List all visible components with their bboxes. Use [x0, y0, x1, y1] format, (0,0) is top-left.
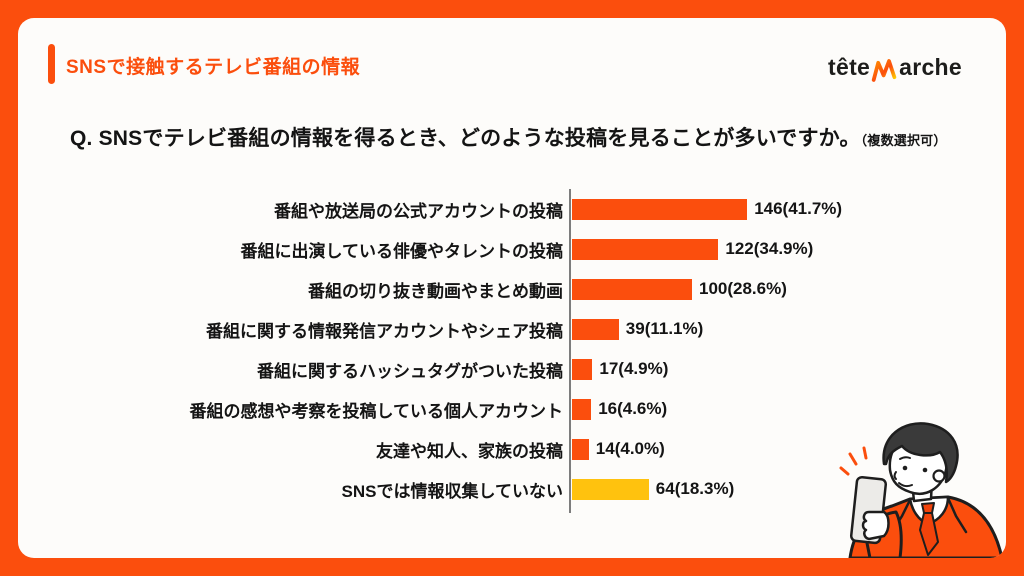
category-label: 番組の切り抜き動画やまとめ動画 [308, 281, 563, 301]
value-label: 17(4.9%) [599, 359, 669, 378]
logo-m-mark-icon [871, 58, 897, 82]
bar-area: 100(28.6%) [563, 278, 787, 300]
bar [572, 198, 748, 220]
page-title: SNSで接触するテレビ番組の情報 [66, 57, 361, 78]
content-card: SNSで接触するテレビ番組の情報 tête arche Q. SNSでテレビ番組… [18, 18, 1006, 558]
survey-question: Q. SNSでテレビ番組の情報を得るとき、どのような投稿を見ることが多いですか。… [70, 122, 947, 152]
bar-area: 64(18.3%) [563, 478, 735, 500]
chart-row: 番組に関する情報発信アカウントやシェア投稿 39(11.1%) [18, 309, 1006, 349]
bar [572, 478, 649, 500]
value-label: 39(11.1%) [625, 319, 704, 338]
value-label: 100(28.6%) [699, 279, 787, 298]
logo-text-after: arche [899, 54, 962, 80]
title-accent-bar [48, 44, 55, 84]
bar [572, 238, 719, 260]
bar [572, 358, 593, 380]
bar [572, 438, 589, 460]
chart-row: 番組の切り抜き動画やまとめ動画 100(28.6%) [18, 269, 1006, 309]
category-label: 番組や放送局の公式アカウントの投稿 [274, 201, 563, 221]
tie [919, 502, 939, 556]
sparkle-icon [839, 446, 868, 476]
man-with-smartphone-illustration [839, 422, 1004, 558]
bar-area: 39(11.1%) [563, 318, 704, 340]
hand [861, 510, 890, 541]
question-text: Q. SNSでテレビ番組の情報を得るとき、どのような投稿を見ることが多いですか。 [70, 127, 861, 150]
value-label: 16(4.6%) [598, 399, 668, 418]
chart-row: 友達や知人、家族の投稿 14(4.0%) [18, 429, 1006, 469]
chart-row: SNSでは情報収集していない 64(18.3%) [18, 469, 1006, 509]
hair [882, 422, 959, 484]
chart-row: 番組に出演している俳優やタレントの投稿 122(34.9%) [18, 229, 1006, 269]
facial-features [893, 456, 913, 488]
question-note: （複数選択可） [860, 133, 947, 148]
chart-row: 番組の感想や考察を投稿している個人アカウント 16(4.6%) [18, 389, 1006, 429]
logo-text-before: tête [828, 54, 871, 80]
value-label: 64(18.3%) [655, 479, 735, 498]
bar [572, 278, 692, 300]
category-label: 友達や知人、家族の投稿 [376, 441, 563, 461]
chart-row: 番組に関するハッシュタグがついた投稿 17(4.9%) [18, 349, 1006, 389]
bar-chart: 番組や放送局の公式アカウントの投稿 146(41.7%) 番組に出演している俳優… [18, 189, 1006, 513]
chart-rows: 番組や放送局の公式アカウントの投稿 146(41.7%) 番組に出演している俳優… [18, 189, 1006, 509]
value-label: 14(4.0%) [595, 439, 665, 458]
bar-area: 17(4.9%) [563, 358, 669, 380]
brand-logo: tête arche [828, 54, 962, 82]
ear [932, 469, 946, 483]
category-label: 番組の感想や考察を投稿している個人アカウント [189, 401, 564, 421]
bar [572, 398, 592, 420]
bar [572, 318, 619, 340]
bar-area: 16(4.6%) [563, 398, 668, 420]
category-label: 番組に関するハッシュタグがついた投稿 [257, 361, 563, 381]
bar-area: 122(34.9%) [563, 238, 814, 260]
category-label: 番組に出演している俳優やタレントの投稿 [240, 241, 564, 261]
chart-axis-line [569, 189, 571, 513]
chart-row: 番組や放送局の公式アカウントの投稿 146(41.7%) [18, 189, 1006, 229]
category-label: SNSでは情報収集していない [341, 481, 563, 501]
value-label: 122(34.9%) [725, 239, 814, 258]
value-label: 146(41.7%) [754, 199, 843, 218]
bar-area: 146(41.7%) [563, 198, 843, 220]
bar-area: 14(4.0%) [563, 438, 665, 460]
category-label: 番組に関する情報発信アカウントやシェア投稿 [206, 321, 563, 341]
